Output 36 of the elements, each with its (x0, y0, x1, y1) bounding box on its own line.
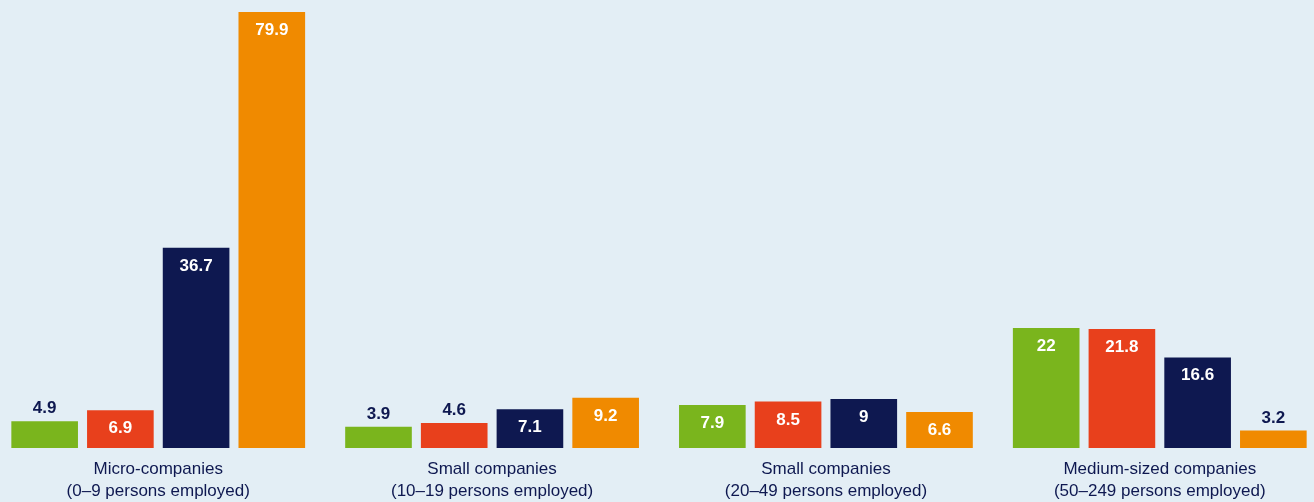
bar (754, 401, 822, 448)
data-label: 16.6 (1181, 365, 1215, 385)
data-label: 4.6 (442, 399, 467, 419)
data-label: 79.9 (255, 20, 289, 39)
bar (87, 410, 154, 448)
bar (162, 247, 230, 448)
bar (496, 409, 564, 448)
bar (906, 411, 973, 448)
data-label: 9.2 (593, 405, 618, 425)
bar (1164, 357, 1231, 448)
bar (572, 397, 639, 448)
data-label: 7.9 (700, 412, 725, 432)
bar (11, 421, 78, 448)
bar (679, 404, 746, 448)
bar (420, 422, 488, 448)
bar (830, 398, 898, 448)
data-label: 9 (859, 406, 869, 426)
bar (345, 426, 412, 448)
bar (238, 12, 306, 448)
bar (1240, 430, 1307, 448)
x-tick-label: Small companies (10–19 persons employed) (390, 458, 594, 500)
data-label: 21.8 (1105, 337, 1139, 357)
data-label: 3.2 (1261, 407, 1286, 427)
bar (1012, 327, 1080, 448)
x-tick-label: Medium-sized companies (50–249 persons employed) (1053, 458, 1266, 500)
data-label: 7.1 (518, 417, 542, 437)
data-label: 3.9 (366, 403, 391, 423)
data-label: 8.5 (776, 409, 800, 429)
data-label: 4.9 (32, 398, 57, 418)
data-label: 6.6 (927, 419, 952, 439)
x-tick-label: Micro-companies (0–9 persons employed) (66, 458, 250, 500)
data-label: 36.7 (179, 255, 213, 275)
bar (1088, 329, 1156, 448)
data-label: 6.9 (108, 418, 133, 438)
data-label: 22 (1036, 335, 1056, 355)
x-tick-label: Small companies (20–49 persons employed) (724, 458, 928, 500)
